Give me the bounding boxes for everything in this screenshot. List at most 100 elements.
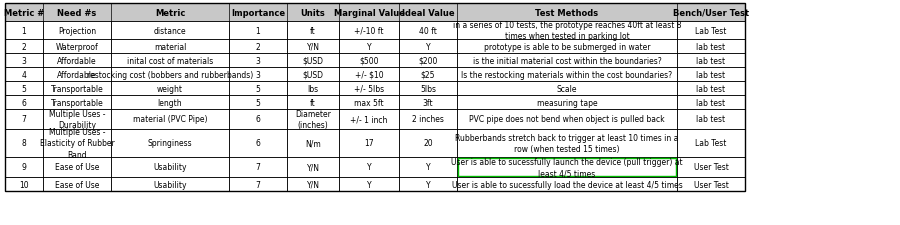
Text: Y: Y <box>366 42 372 51</box>
Text: N/m: N/m <box>305 139 321 148</box>
Text: 3: 3 <box>256 56 260 65</box>
Text: Ideal Value: Ideal Value <box>401 9 454 17</box>
Bar <box>399 82 457 96</box>
Bar <box>43 40 111 54</box>
Text: $USD: $USD <box>302 70 323 79</box>
Text: Test Methods: Test Methods <box>536 9 598 17</box>
Bar <box>677 54 745 68</box>
Text: in a series of 10 tests, the prototype reaches 40ft at least 8
times when tested: in a series of 10 tests, the prototype r… <box>453 21 681 41</box>
Text: $USD: $USD <box>302 56 323 65</box>
Bar <box>229 157 287 177</box>
Bar <box>399 129 457 157</box>
Text: lab test: lab test <box>697 56 725 65</box>
Bar <box>43 4 111 22</box>
Bar <box>339 177 399 191</box>
Bar <box>287 157 339 177</box>
Bar <box>287 177 339 191</box>
Text: 6: 6 <box>22 98 26 107</box>
Text: 2: 2 <box>22 42 26 51</box>
Text: lab test: lab test <box>697 42 725 51</box>
Text: Is the restocking materials within the cost boundaries?: Is the restocking materials within the c… <box>462 70 672 79</box>
Text: 9: 9 <box>22 163 26 172</box>
Bar <box>111 40 229 54</box>
Bar <box>287 110 339 129</box>
Bar <box>339 4 399 22</box>
Bar <box>111 82 229 96</box>
Text: Waterproof: Waterproof <box>56 42 98 51</box>
Bar <box>43 68 111 82</box>
Bar <box>339 68 399 82</box>
Text: 17: 17 <box>364 139 373 148</box>
Text: measuring tape: measuring tape <box>536 98 598 107</box>
Bar <box>677 82 745 96</box>
Bar <box>111 4 229 22</box>
Text: 3: 3 <box>22 56 26 65</box>
Text: 7: 7 <box>22 115 26 124</box>
Bar <box>229 4 287 22</box>
Bar <box>5 68 43 82</box>
Text: Projection: Projection <box>58 26 96 35</box>
Text: 2: 2 <box>256 42 260 51</box>
Bar <box>287 129 339 157</box>
Text: inital cost of materials: inital cost of materials <box>127 56 213 65</box>
Text: Multiple Uses -
Durability: Multiple Uses - Durability <box>49 110 105 129</box>
Text: Bench/User Test: Bench/User Test <box>673 9 749 17</box>
Text: Y: Y <box>426 163 430 172</box>
Bar <box>677 110 745 129</box>
Bar <box>399 4 457 22</box>
Bar <box>399 40 457 54</box>
Text: User Test: User Test <box>694 180 728 189</box>
Text: Rubberbands stretch back to trigger at least 10 times in a
row (when tested 15 t: Rubberbands stretch back to trigger at l… <box>455 133 679 153</box>
Bar <box>677 4 745 22</box>
Bar <box>43 82 111 96</box>
Text: length: length <box>158 98 183 107</box>
Bar <box>229 22 287 40</box>
Text: lab test: lab test <box>697 70 725 79</box>
Text: lbs: lbs <box>308 84 319 93</box>
Bar <box>287 4 339 22</box>
Text: Y/N: Y/N <box>307 42 320 51</box>
Bar <box>287 82 339 96</box>
Text: Y/N: Y/N <box>307 163 320 172</box>
Text: 20: 20 <box>423 139 433 148</box>
Text: $200: $200 <box>418 56 437 65</box>
Text: Scale: Scale <box>557 84 577 93</box>
Bar <box>457 82 677 96</box>
Bar <box>457 110 677 129</box>
Bar <box>111 54 229 68</box>
Bar <box>677 157 745 177</box>
Bar <box>399 54 457 68</box>
Text: distance: distance <box>154 26 186 35</box>
Bar <box>111 22 229 40</box>
Text: Lab Test: Lab Test <box>696 139 726 148</box>
Bar <box>229 96 287 110</box>
Text: 3ft: 3ft <box>423 98 433 107</box>
Bar <box>287 54 339 68</box>
Bar <box>5 110 43 129</box>
Bar <box>677 22 745 40</box>
Text: Y: Y <box>366 180 372 189</box>
Text: User is able to sucessfully load the device at least 4/5 times: User is able to sucessfully load the dev… <box>452 180 682 189</box>
Bar <box>339 40 399 54</box>
Text: Affordable: Affordable <box>58 70 97 79</box>
Text: material: material <box>154 42 186 51</box>
Bar <box>287 96 339 110</box>
Text: 3: 3 <box>256 70 260 79</box>
Bar <box>287 22 339 40</box>
Text: 2 inches: 2 inches <box>412 115 444 124</box>
Text: 4: 4 <box>22 70 26 79</box>
Bar <box>43 177 111 191</box>
Text: 5: 5 <box>22 84 26 93</box>
Bar <box>457 22 677 40</box>
Bar <box>457 4 677 22</box>
Text: restocking cost (bobbers and rubberbands): restocking cost (bobbers and rubberbands… <box>87 70 253 79</box>
Bar <box>399 4 457 22</box>
Text: 1: 1 <box>22 26 26 35</box>
Text: User is able to sucessfully launch the device (pull trigger) at
least 4/5 times: User is able to sucessfully launch the d… <box>451 157 683 177</box>
Bar <box>677 40 745 54</box>
Text: ft: ft <box>310 26 316 35</box>
Bar <box>5 129 43 157</box>
Bar <box>43 54 111 68</box>
Text: Usability: Usability <box>153 163 187 172</box>
Bar <box>287 68 339 82</box>
